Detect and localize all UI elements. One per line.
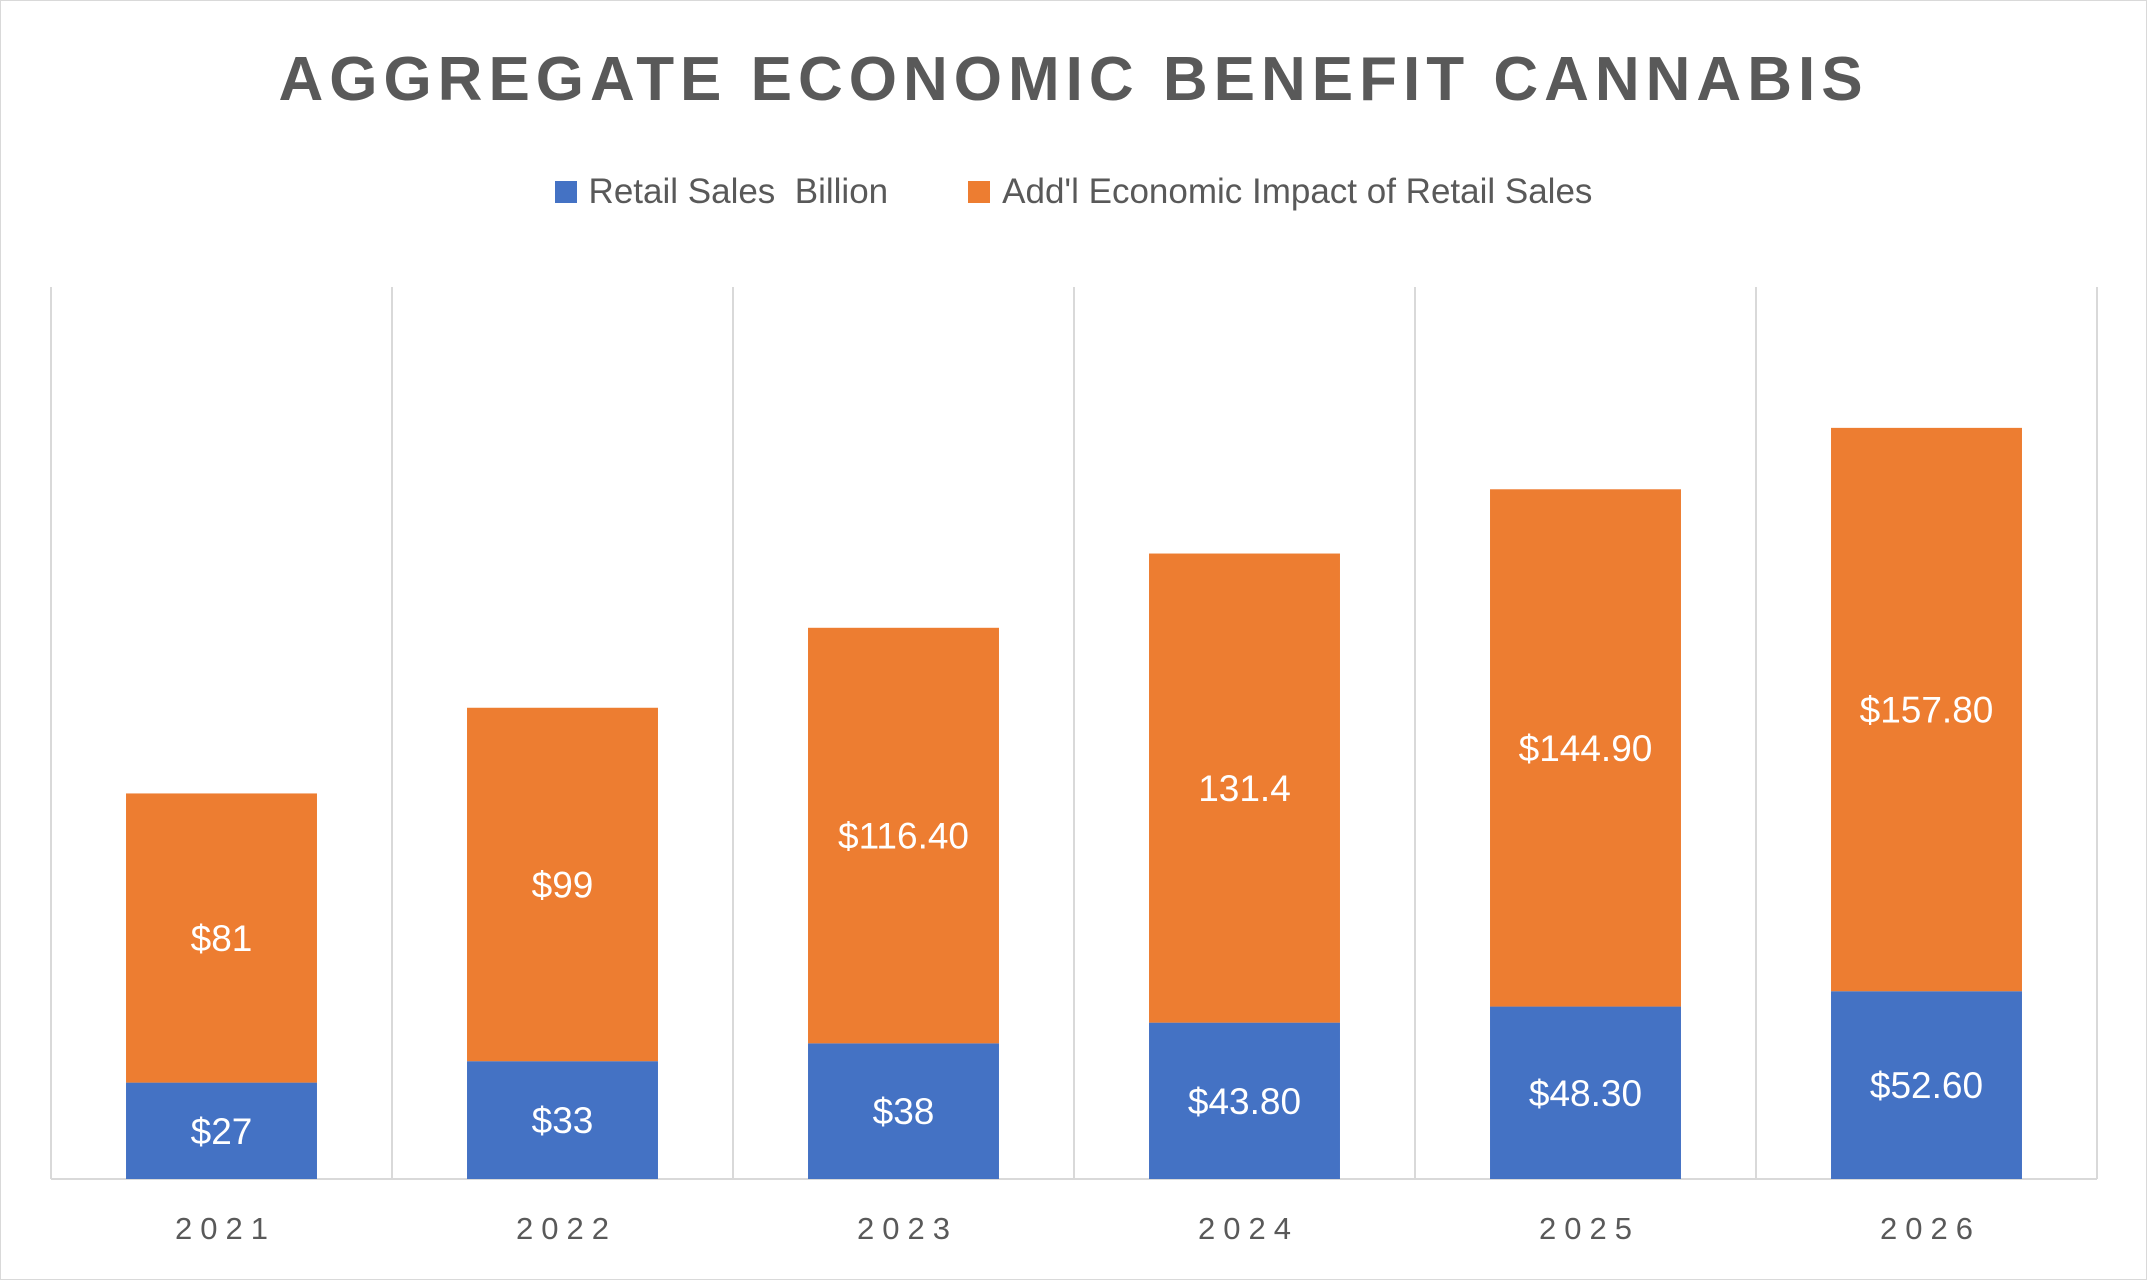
bar-economic-impact-2026 [1831,427,2022,992]
bar-retail-sales-2022 [467,1061,658,1179]
bar-economic-impact-2023 [808,627,999,1044]
data-label-retail-sales-2024: $43.80 [1188,1081,1301,1122]
legend-item-economic-impact: Add'l Economic Impact of Retail Sales [968,172,1592,212]
bar-economic-impact-2025 [1490,489,1681,1007]
data-label-retail-sales-2023: $38 [873,1091,935,1132]
data-label-economic-impact-2025: $144.90 [1519,728,1653,769]
data-label-retail-sales-2026: $52.60 [1870,1065,1983,1106]
bar-economic-impact-2021 [126,793,317,1083]
chart-title: AGGREGATE ECONOMIC BENEFIT CANNABIS [278,45,1869,114]
legend: Retail Sales Billion Add'l Economic Impa… [0,172,2147,212]
legend-swatch-retail-sales [554,181,577,203]
data-label-retail-sales-2025: $48.30 [1529,1073,1642,1114]
data-label-economic-impact-2024: 131.4 [1198,768,1291,809]
bar-retail-sales-2024 [1149,1022,1340,1179]
bar-retail-sales-2021 [126,1082,317,1179]
bar-retail-sales-2025 [1490,1006,1681,1179]
x-tick-label-2021: 2021 [175,1211,276,1246]
x-tick-label-2025: 2025 [1539,1211,1640,1246]
data-label-economic-impact-2022: $99 [532,864,594,905]
legend-label-retail-sales: Retail Sales Billion [588,172,889,211]
x-tick-label-2024: 2024 [1198,1211,1299,1246]
data-label-retail-sales-2021: $27 [191,1111,253,1152]
legend-item-retail-sales: Retail Sales Billion [554,172,889,212]
legend-swatch-economic-impact [968,181,991,203]
bar-retail-sales-2023 [808,1043,999,1179]
data-label-retail-sales-2022: $33 [532,1100,594,1141]
x-tick-label-2026: 2026 [1880,1211,1981,1246]
data-label-economic-impact-2026: $157.80 [1860,690,1994,731]
x-tick-label-2023: 2023 [857,1211,958,1246]
legend-label-economic-impact: Add'l Economic Impact of Retail Sales [1002,172,1593,211]
data-label-economic-impact-2023: $116.40 [838,816,969,857]
data-label-economic-impact-2021: $81 [191,918,253,959]
bar-economic-impact-2022 [467,707,658,1062]
x-tick-label-2022: 2022 [516,1211,617,1246]
bar-retail-sales-2026 [1831,991,2022,1179]
bar-economic-impact-2024 [1149,553,1340,1023]
